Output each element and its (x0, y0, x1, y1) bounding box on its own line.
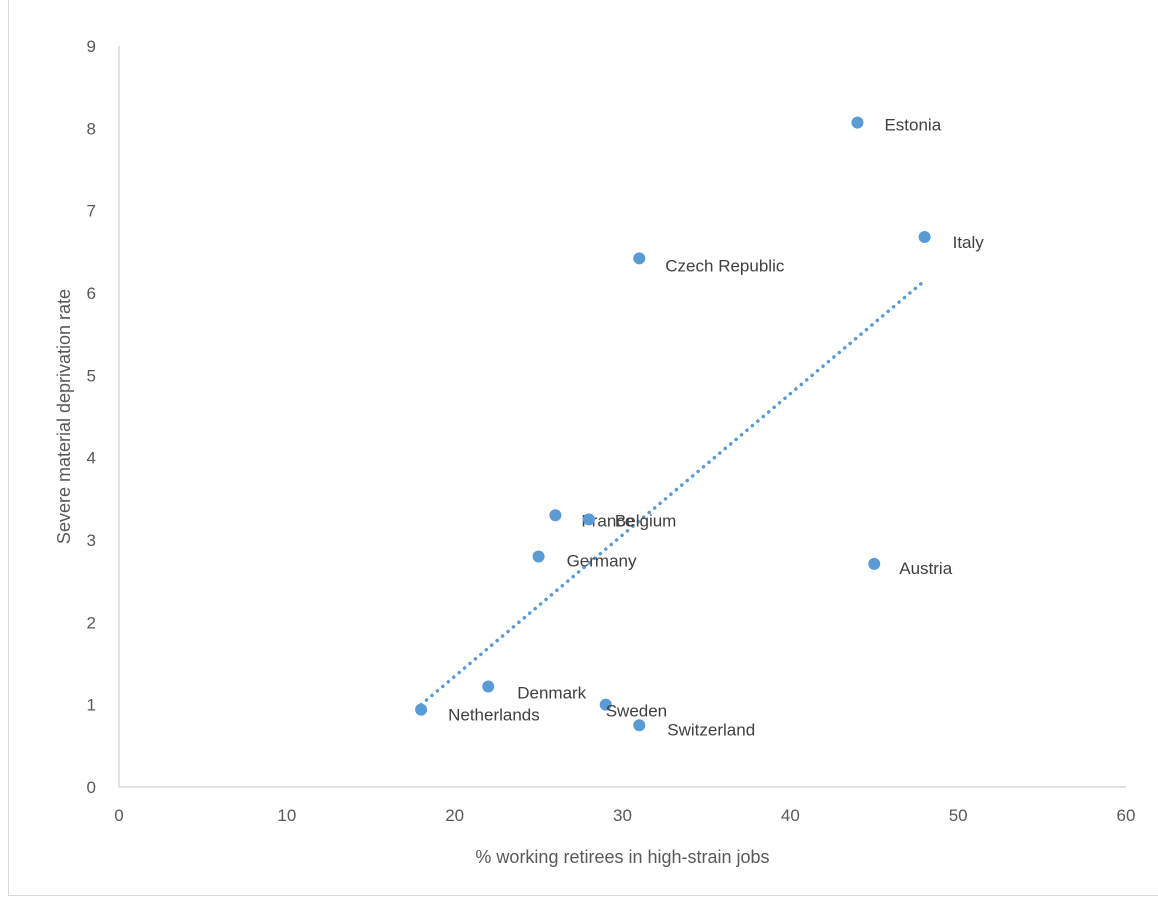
data-point (633, 252, 646, 265)
y-tick-label: 7 (87, 202, 96, 221)
point-label: Italy (953, 233, 985, 252)
data-point (851, 116, 864, 129)
y-axis-title: Severe material deprivation rate (54, 289, 74, 544)
x-tick-label: 60 (1117, 806, 1136, 825)
x-tick-label: 20 (445, 806, 464, 825)
x-tick-label: 40 (781, 806, 800, 825)
y-tick-label: 2 (87, 613, 96, 632)
point-label: Netherlands (448, 706, 540, 725)
data-point (549, 509, 562, 522)
x-tick-label: 30 (613, 806, 632, 825)
y-tick-label: 6 (87, 284, 96, 303)
x-tick-label: 10 (277, 806, 296, 825)
data-point (918, 231, 931, 244)
y-tick-label: 0 (87, 778, 96, 797)
y-tick-label: 1 (87, 696, 96, 715)
data-point (532, 550, 545, 563)
data-point (633, 719, 646, 732)
point-label: Denmark (517, 684, 586, 703)
point-label: Switzerland (667, 720, 755, 739)
y-axis: 0 1 2 3 4 5 6 7 8 9 (87, 37, 120, 797)
point-label: Sweden (606, 702, 667, 721)
trendline (419, 278, 927, 707)
point-label: France (581, 511, 634, 530)
chart-frame (8, 0, 1158, 896)
point-label: Germany (567, 551, 637, 570)
data-point (482, 680, 495, 693)
y-tick-label: 8 (87, 119, 96, 138)
data-point (582, 513, 595, 526)
point-label: Belgium (615, 511, 676, 530)
point-label: Austria (899, 559, 952, 578)
x-tick-label: 0 (114, 806, 123, 825)
y-tick-label: 4 (87, 449, 96, 468)
x-axis: 0 10 20 30 40 50 60 (114, 786, 1136, 825)
data-point (599, 698, 612, 711)
trendline-group (419, 278, 927, 707)
data-point (415, 703, 428, 716)
y-tick-label: 9 (87, 37, 96, 56)
point-label: Czech Republic (665, 256, 785, 275)
y-tick-label: 5 (87, 366, 96, 385)
y-tick-label: 3 (87, 531, 96, 550)
x-axis-title: % working retirees in high-strain jobs (475, 847, 769, 867)
point-label: Estonia (884, 116, 941, 135)
x-tick-label: 50 (949, 806, 968, 825)
data-point (868, 557, 881, 570)
